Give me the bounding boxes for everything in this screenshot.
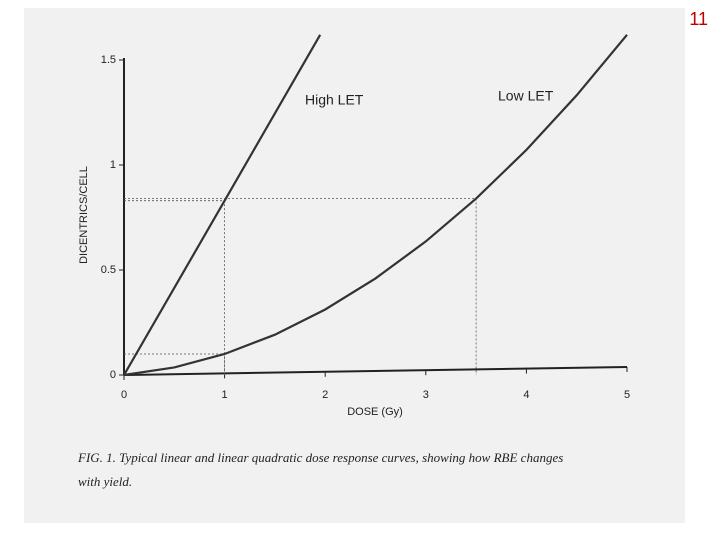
caption: with yield. [78,474,132,489]
caption: FIG. 1. Typical linear and linear quadra… [77,450,563,465]
series-label: High LET [305,92,364,108]
x-tick-label: 3 [423,389,429,401]
x-axis [123,366,628,376]
scan-background [24,8,685,523]
series-label: Low LET [498,88,554,104]
x-tick-label: 5 [624,389,630,401]
y-tick-label: 0 [110,369,116,381]
x-tick-label: 1 [222,389,228,401]
page-number: 11 [689,9,708,29]
y-axis-label: DICENTRICS/CELL [78,166,90,264]
y-tick-label: 1.5 [101,54,116,66]
y-tick-label: 1 [110,159,116,171]
y-tick-label: 0.5 [101,264,116,276]
x-axis-label: DOSE (Gy) [347,406,403,418]
x-tick-label: 4 [523,389,529,401]
x-tick-label: 0 [121,389,127,401]
x-tick-label: 2 [322,389,328,401]
data-line [123,34,628,377]
data-line [123,34,322,376]
